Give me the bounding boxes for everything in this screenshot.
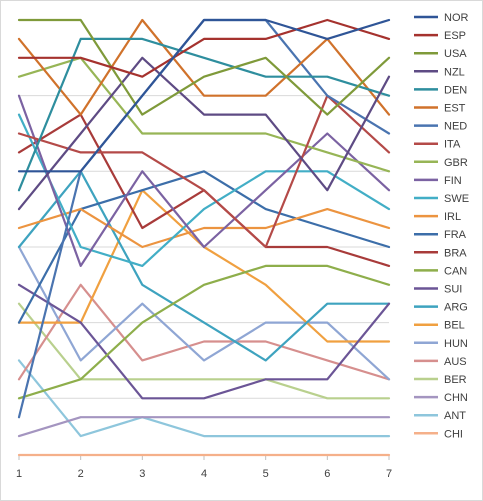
legend-label-nzl: NZL <box>444 66 465 78</box>
legend-label-aus: AUS <box>444 356 467 368</box>
legend-label-ned: NED <box>444 121 467 133</box>
legend-label-usa: USA <box>444 48 467 60</box>
series-line-hun <box>17 245 391 381</box>
x-tick-label: 3 <box>139 468 145 480</box>
legend-label-hun: HUN <box>444 338 468 350</box>
series-line-swe <box>17 113 391 267</box>
legend-label-swe: SWE <box>444 193 469 205</box>
legend-label-chi: CHI <box>444 428 463 440</box>
series-line-can <box>17 264 391 400</box>
series-line-nor <box>17 18 391 173</box>
series-line-esp <box>17 18 391 78</box>
legend-label-ita: ITA <box>444 139 461 151</box>
legend-label-esp: ESP <box>444 30 466 42</box>
x-tick-label: 7 <box>386 468 392 480</box>
series-line-usa <box>17 18 391 116</box>
legend-label-bra: BRA <box>444 247 467 259</box>
x-tick-label: 4 <box>201 468 207 480</box>
series-line-aus <box>17 283 391 381</box>
legend-label-ber: BER <box>444 374 467 386</box>
legend-label-chn: CHN <box>444 392 468 404</box>
legend-label-bel: BEL <box>444 320 465 332</box>
x-tick-label: 1 <box>16 468 22 480</box>
legend-label-irl: IRL <box>444 211 461 223</box>
legend-label-den: DEN <box>444 84 467 96</box>
x-axis: 1 2 3 4 5 6 7 <box>16 454 392 480</box>
series-line-irl <box>17 208 391 249</box>
series-line-chn <box>17 416 391 438</box>
series-lines <box>17 18 391 457</box>
series-line-fin <box>17 94 391 267</box>
series-line-nzl <box>17 56 391 211</box>
legend-label-arg: ARG <box>444 302 468 314</box>
legend: NOR ESP USA NZL DEN EST NED ITA GBR FIN SWE IRL FRA B… <box>414 12 469 440</box>
x-tick-label: 6 <box>324 468 330 480</box>
series-line-den <box>17 37 391 192</box>
legend-label-est: EST <box>444 103 466 115</box>
legend-label-can: CAN <box>444 265 467 277</box>
series-line-ant <box>17 359 391 438</box>
legend-label-gbr: GBR <box>444 157 468 169</box>
legend-label-fra: FRA <box>444 229 467 241</box>
legend-label-fin: FIN <box>444 175 462 187</box>
series-line-sui <box>17 283 391 400</box>
legend-label-sui: SUI <box>444 284 462 296</box>
legend-label-ant: ANT <box>444 410 466 422</box>
legend-label-nor: NOR <box>444 12 469 24</box>
x-tick-label: 5 <box>263 468 269 480</box>
x-tick-label: 2 <box>78 468 84 480</box>
